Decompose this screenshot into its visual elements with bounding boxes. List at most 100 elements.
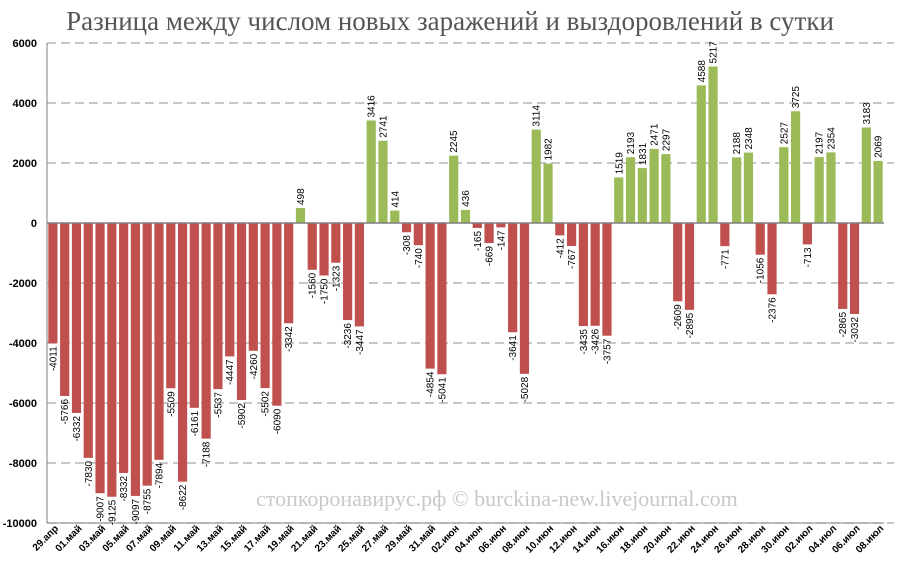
watermark-text: стопкоронавирус.рф © burckina-new.livejo… (256, 486, 738, 511)
bar (449, 155, 459, 223)
value-label: -767 (567, 249, 578, 269)
value-label: -3236 (343, 323, 354, 349)
bar (720, 223, 730, 247)
value-label: -1560 (308, 272, 319, 298)
bar (343, 223, 353, 321)
y-tick-label: -6000 (9, 398, 37, 410)
bar (826, 152, 836, 223)
bar (484, 223, 494, 244)
value-label: 2354 (826, 127, 837, 150)
chart-title: Разница между числом новых заражений и в… (66, 6, 834, 36)
value-label: -6161 (190, 410, 201, 436)
value-label: -9097 (131, 498, 142, 524)
value-label: -3032 (850, 317, 861, 343)
value-label: -5766 (60, 399, 71, 425)
bar (154, 223, 164, 460)
value-label: 414 (390, 190, 401, 207)
bar (177, 223, 188, 482)
bar (307, 223, 317, 270)
value-label: 2741 (378, 115, 389, 138)
bar (272, 223, 282, 406)
bar (779, 147, 789, 223)
value-label: -412 (555, 238, 566, 258)
bar (354, 223, 364, 327)
value-label: -3342 (284, 326, 295, 352)
value-label: -3757 (602, 338, 613, 364)
bar (236, 223, 247, 401)
value-label: -3641 (508, 335, 519, 361)
value-label: -9125 (107, 499, 118, 525)
bar (496, 223, 506, 228)
bar (802, 223, 812, 245)
bar (107, 223, 117, 497)
value-label: 2297 (661, 128, 672, 151)
y-tick-labels: -10000 -8000 -6000 -4000 -2000 0 2000 4000 6000 (3, 38, 37, 530)
axes (46, 43, 884, 524)
bar (119, 223, 129, 473)
bar (684, 223, 695, 310)
bar (401, 223, 412, 233)
value-label: 3416 (367, 95, 378, 118)
bar (472, 223, 482, 228)
value-label: -9007 (96, 496, 107, 522)
y-tick-label: 2000 (13, 158, 37, 170)
bar (625, 157, 636, 223)
value-label: -4447 (225, 359, 236, 385)
bar (755, 223, 765, 255)
value-label: -147 (496, 230, 507, 250)
bar (708, 66, 718, 224)
value-label: 436 (461, 190, 472, 207)
bar (590, 223, 600, 326)
bar (790, 111, 801, 223)
bar (248, 223, 258, 351)
value-label: -2609 (673, 304, 684, 330)
bar (614, 177, 624, 223)
bar (319, 223, 329, 276)
bar (567, 223, 577, 247)
value-label: 498 (296, 188, 307, 205)
bar (295, 208, 306, 223)
value-label: 4588 (697, 60, 708, 83)
bar (425, 223, 435, 369)
bar (390, 210, 400, 223)
bar (578, 223, 588, 327)
value-label: -4854 (426, 371, 437, 397)
value-label: -3435 (579, 329, 590, 355)
value-label: -5509 (166, 391, 177, 417)
value-label: 2069 (874, 135, 885, 158)
bar (213, 223, 223, 390)
value-label: 2197 (815, 131, 826, 154)
bar (649, 148, 659, 223)
value-label: -4011 (48, 346, 59, 371)
x-tick-labels: 29.апр01.май03.май05.май07.май09.май11.м… (31, 523, 886, 555)
value-label: 2471 (650, 123, 661, 146)
y-tick-label: -4000 (9, 338, 37, 350)
value-label: -2865 (838, 312, 849, 338)
value-label: -5537 (213, 392, 224, 418)
bar (366, 120, 376, 223)
bar (732, 157, 742, 223)
value-label: -6090 (272, 408, 283, 434)
value-label: -3447 (355, 329, 366, 355)
value-label: -308 (402, 235, 413, 255)
bar (873, 160, 883, 223)
value-label: 2193 (626, 132, 637, 155)
value-label: 1831 (638, 142, 649, 165)
bar (661, 154, 671, 223)
value-label: -1056 (756, 257, 767, 283)
value-label: -740 (414, 248, 425, 268)
value-label: -4260 (249, 353, 260, 379)
bar (71, 223, 82, 413)
value-label: -1323 (331, 265, 342, 291)
value-label: -771 (720, 249, 731, 269)
value-label: 1519 (614, 152, 625, 175)
value-label: -8755 (143, 488, 154, 514)
y-tick-label: -8000 (9, 458, 37, 470)
y-tick-label: -10000 (3, 518, 37, 530)
value-label: 3725 (791, 86, 802, 109)
value-label: 2527 (779, 122, 790, 145)
y-tick-label: 4000 (13, 98, 37, 110)
bar (130, 223, 141, 496)
value-label: -2376 (768, 297, 779, 323)
bar (60, 223, 70, 396)
